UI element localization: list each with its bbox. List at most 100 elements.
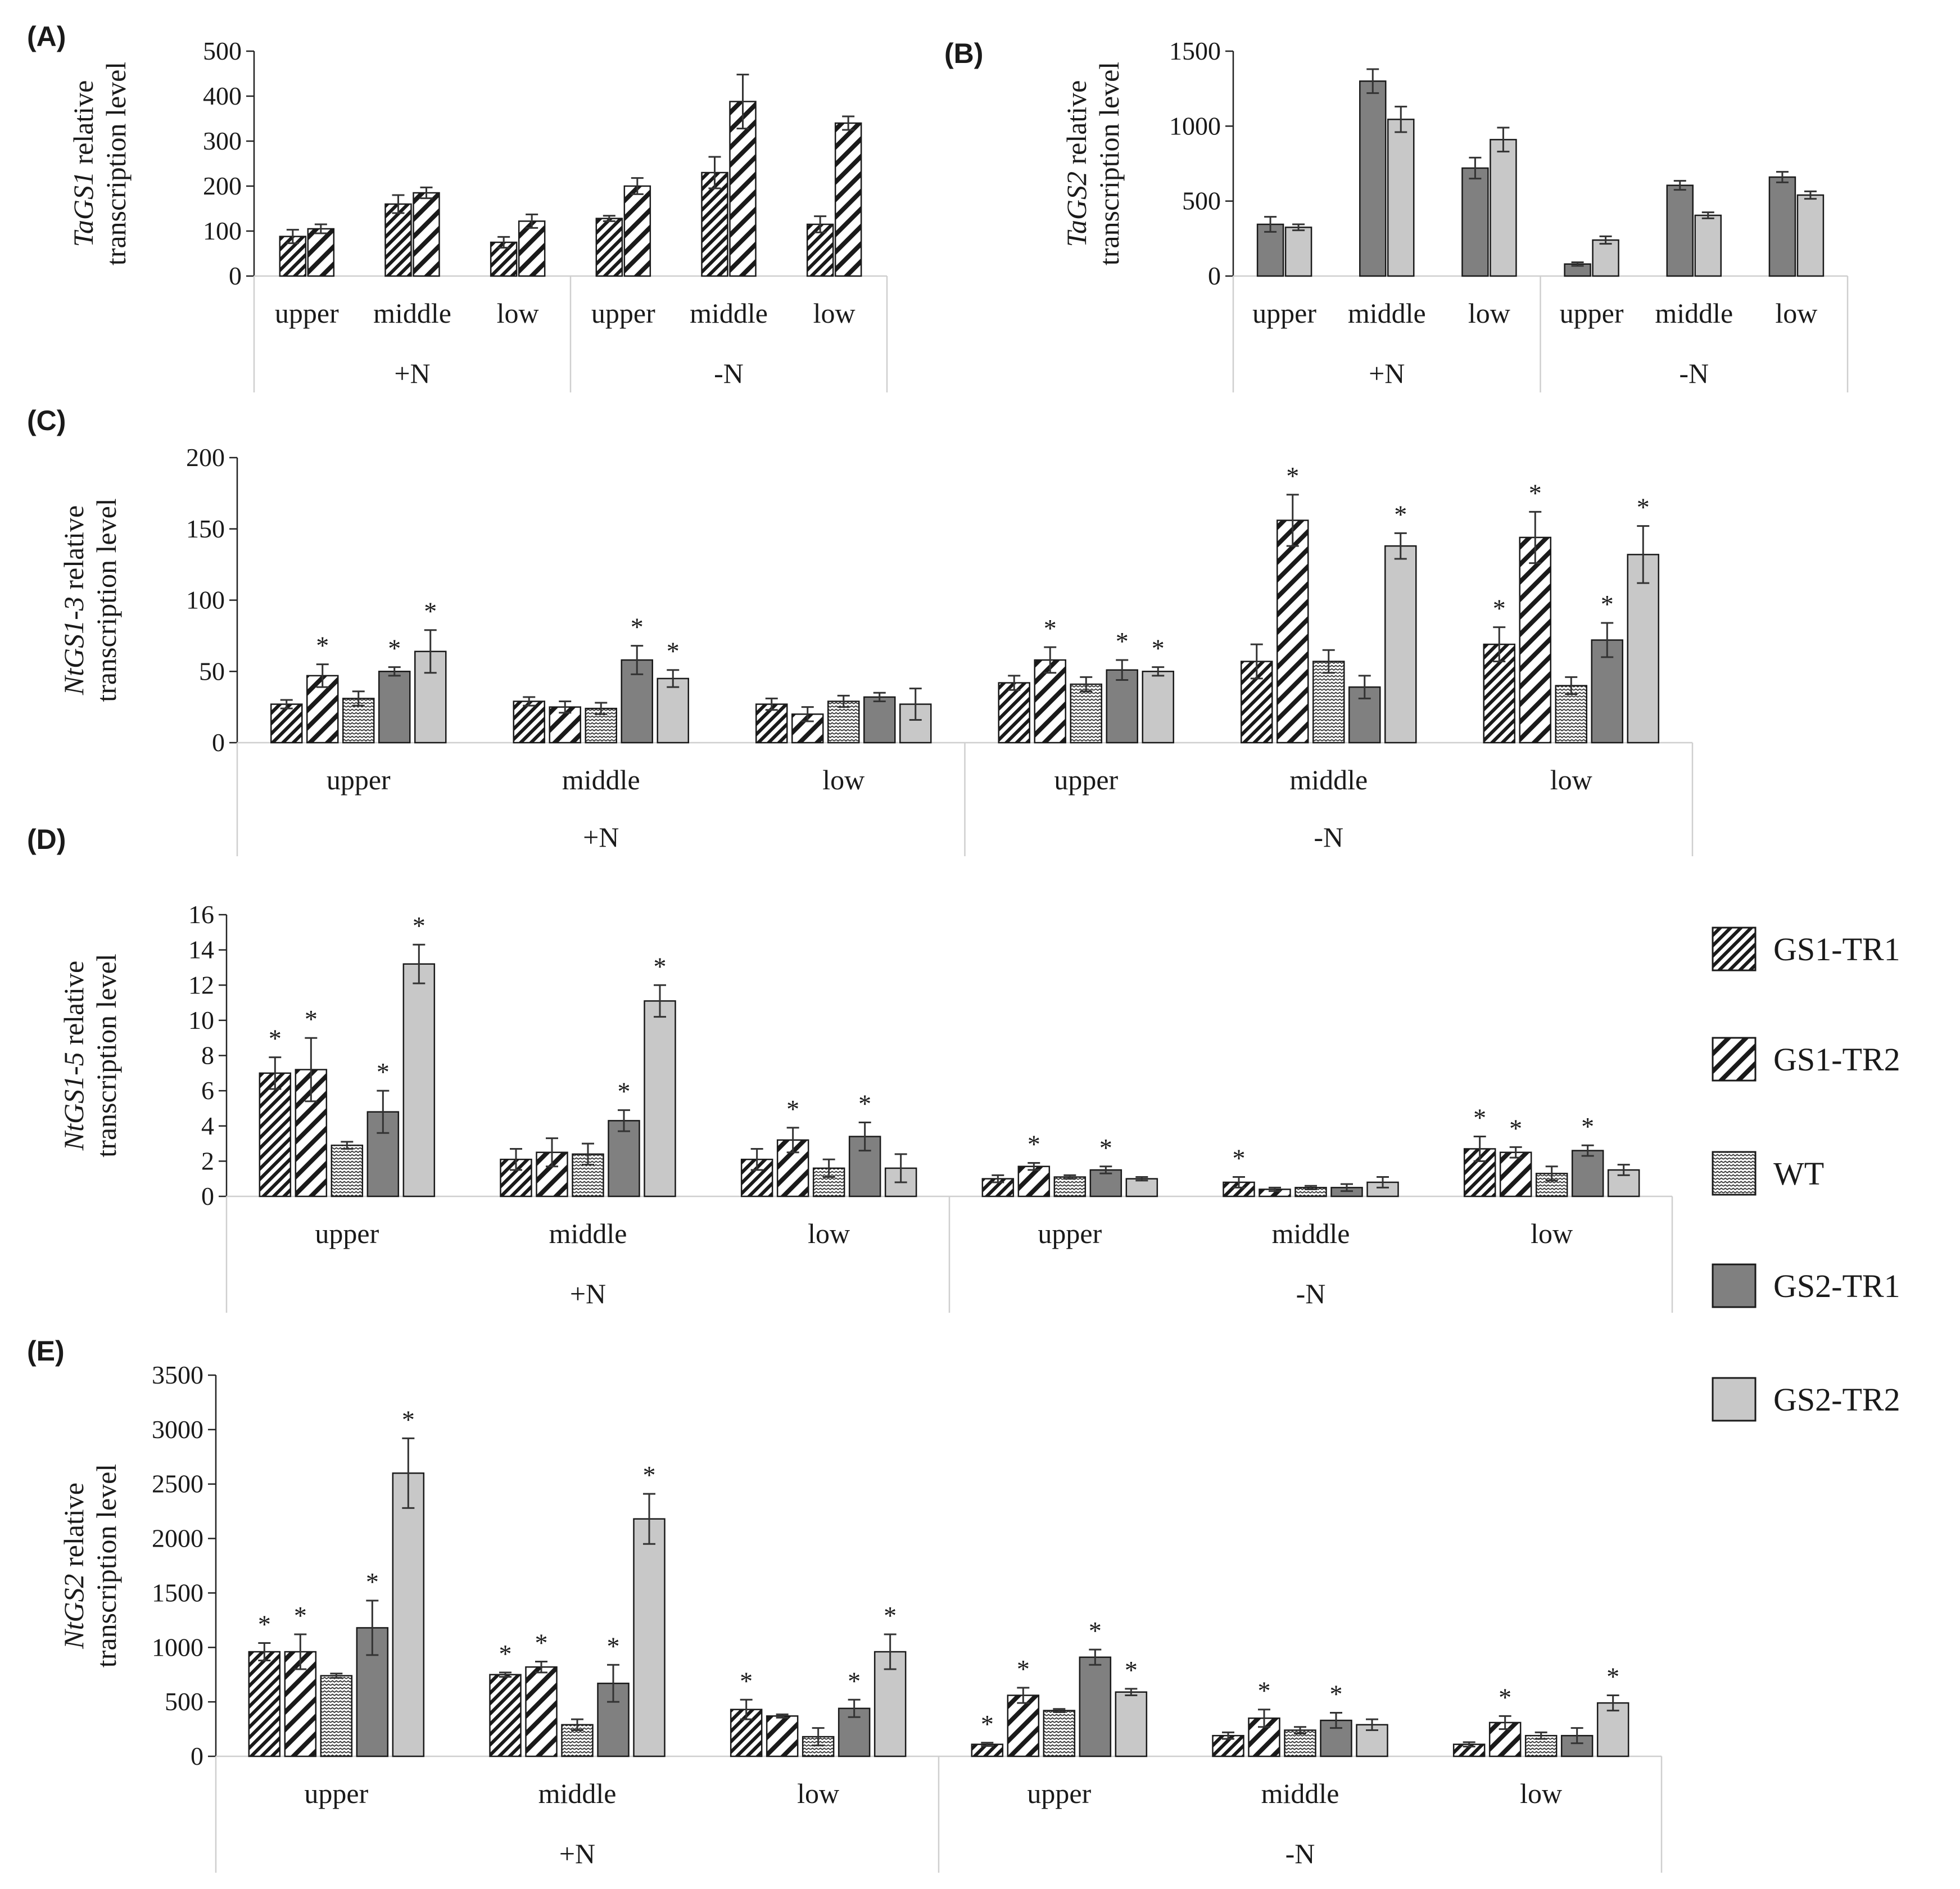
x-category-label: upper (1252, 297, 1316, 329)
panel-label: (C) (27, 405, 66, 436)
significance-star: * (1099, 1133, 1112, 1162)
y-axis-title-italic: TaGS2 (1061, 171, 1092, 247)
legend: GS1-TR1 GS1-TR2 WT GS2-TR1 GS2-TR2 (1712, 927, 1900, 1422)
bar (1079, 1656, 1112, 1757)
x-category-label: low (797, 1778, 839, 1809)
y-axis-title-line2: transcription level (90, 1464, 122, 1667)
bar (1007, 1694, 1040, 1757)
y-tick-label: 2500 (152, 1470, 203, 1498)
x-category-label: low (1531, 1218, 1573, 1249)
y-tick-label: 10 (188, 1006, 214, 1034)
panel-label: (E) (27, 1335, 65, 1367)
bar (525, 1666, 558, 1757)
bar (827, 701, 860, 744)
x-category-label: middle (1655, 297, 1733, 329)
y-tick-label: 1000 (152, 1633, 203, 1661)
significance-star: * (377, 1058, 390, 1086)
chart-panel: (B) TaGS2 relativetranscription level 0 500… (944, 37, 1849, 392)
significance-star: * (1499, 1683, 1511, 1711)
bar (1519, 536, 1551, 744)
significance-star: * (402, 1405, 415, 1434)
significance-star: * (631, 613, 644, 641)
x-category-label: upper (304, 1778, 368, 1809)
x-group-label: +N (583, 821, 619, 853)
x-category-label: low (813, 297, 855, 329)
legend-swatch (1712, 1263, 1757, 1308)
significance-star: * (499, 1639, 512, 1668)
legend-label: GS1-TR2 (1773, 1041, 1900, 1078)
significance-star: * (1125, 1656, 1138, 1684)
bar (838, 1707, 871, 1757)
y-tick-label: 6 (201, 1076, 214, 1105)
bar (1212, 1734, 1244, 1757)
bar (1596, 1702, 1629, 1757)
bar (766, 1715, 799, 1757)
significance-star: * (1394, 500, 1407, 528)
bar (378, 671, 411, 744)
y-axis-title-italic: NtGS2 (58, 1574, 89, 1650)
x-group-label: +N (559, 1838, 595, 1869)
panel-label: (A) (27, 21, 66, 52)
y-tick-label: 2 (201, 1146, 214, 1175)
x-category-label: low (497, 297, 539, 329)
bar (295, 1069, 328, 1197)
bar (331, 1144, 364, 1197)
bar (1125, 1178, 1158, 1197)
significance-star: * (654, 952, 667, 980)
significance-star: * (1509, 1114, 1522, 1142)
y-tick-label: 3000 (152, 1415, 203, 1444)
x-category-label: upper (591, 297, 655, 329)
y-axis-title-rest: relative (58, 961, 89, 1052)
significance-star: * (618, 1077, 631, 1106)
bar (1490, 139, 1517, 277)
bar (1043, 1710, 1076, 1757)
bar (1592, 239, 1619, 277)
y-axis-title-line2: transcription level (90, 953, 122, 1157)
bar (1694, 214, 1722, 277)
bar (413, 192, 440, 277)
bar (812, 1167, 845, 1197)
x-group-label: +N (1369, 358, 1405, 389)
significance-star: * (535, 1628, 548, 1657)
y-tick-label: 1000 (1169, 111, 1221, 140)
bar (834, 122, 862, 277)
bar (259, 1072, 292, 1197)
significance-star: * (1089, 1616, 1102, 1645)
y-tick-label: 500 (165, 1687, 203, 1716)
bar (1284, 1729, 1316, 1757)
y-axis-title-italic: TaGS1 (67, 171, 99, 247)
x-category-label: middle (562, 764, 640, 796)
bar (1627, 554, 1659, 744)
x-category-label: middle (1272, 1218, 1350, 1249)
bar (1284, 227, 1312, 277)
bar (402, 963, 436, 1197)
bar (1499, 1151, 1532, 1197)
y-axis-title: NtGS2 relativetranscription level (58, 1464, 122, 1667)
y-axis-title-rest: relative (58, 1483, 89, 1574)
y-tick-label: 4 (201, 1111, 214, 1140)
bar (489, 1674, 522, 1757)
bar (384, 203, 412, 277)
y-axis-title-line2: transcription level (1093, 62, 1125, 265)
significance-star: * (305, 1005, 318, 1033)
bar (608, 1120, 640, 1197)
bar (307, 228, 335, 277)
x-category-label: low (1550, 764, 1592, 796)
bar (998, 682, 1030, 744)
x-category-label: upper (1027, 1778, 1091, 1809)
y-axis-title-line2: transcription level (90, 498, 122, 702)
bar (392, 1472, 425, 1757)
x-group-label: +N (394, 358, 430, 389)
y-tick-label: 0 (191, 1742, 203, 1770)
y-axis-title: NtGS1-5 relativetranscription level (58, 953, 122, 1157)
significance-star: * (1606, 1662, 1619, 1691)
x-group-label: -N (1679, 358, 1709, 389)
bar (657, 677, 689, 744)
bar (1768, 176, 1796, 277)
y-tick-label: 300 (203, 126, 242, 155)
x-group-label: -N (1296, 1278, 1326, 1309)
y-tick-label: 14 (188, 936, 214, 964)
legend-swatch (1712, 1037, 1757, 1082)
significance-star: * (607, 1632, 620, 1660)
